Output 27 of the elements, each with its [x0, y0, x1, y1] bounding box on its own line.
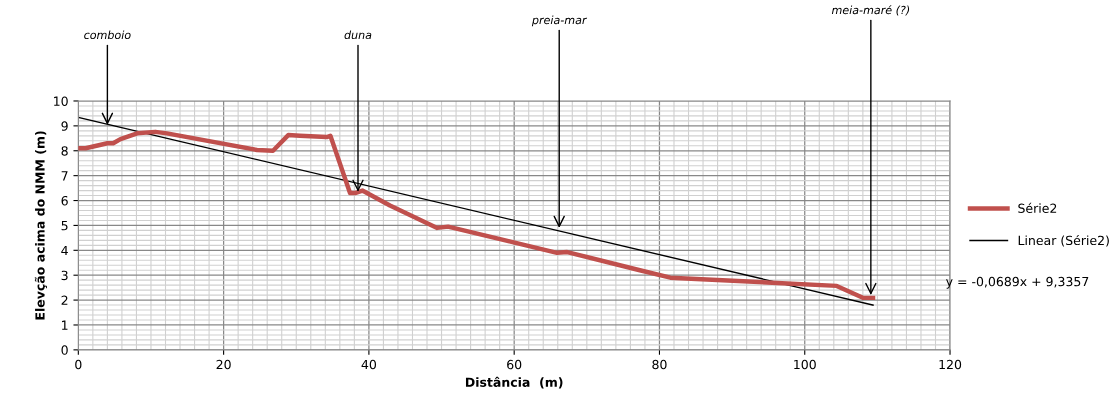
y-tick-label: 1	[62, 320, 68, 330]
annotation: comboio	[84, 30, 131, 40]
y-axis-title: Elevção acima do NMM (m)	[34, 131, 47, 320]
y-tick-label: 6	[61, 196, 68, 206]
annotation: meia-maré (?)	[831, 5, 910, 16]
y-tick-label: 7	[61, 171, 68, 181]
y-tick-label: 2	[61, 295, 68, 305]
x-tick-label: 80	[652, 359, 667, 370]
x-tick-label: 60	[507, 359, 522, 370]
y-tick-label: 10	[54, 96, 68, 106]
x-tick-label: 0	[75, 359, 82, 370]
legend-label: Linear (Série2)	[1018, 234, 1109, 247]
y-tick-label: 8	[61, 146, 68, 156]
x-tick-label: 20	[216, 359, 231, 370]
annotation: y = -0,0689x + 9,3357	[946, 276, 1089, 289]
x-tick-label: 100	[794, 359, 816, 370]
y-tick-label: 5	[61, 221, 68, 231]
annotation: duna	[344, 30, 372, 40]
x-tick-label: 120	[939, 359, 962, 370]
y-tick-label: 0	[61, 345, 68, 355]
x-axis-title: Distância (m)	[465, 376, 563, 389]
x-tick-label: 40	[361, 359, 377, 370]
y-tick-label: 9	[61, 121, 68, 131]
y-tick-label: 4	[61, 245, 68, 256]
legend-label: Série2	[1018, 202, 1057, 213]
y-tick-label: 3	[61, 270, 68, 281]
annotation: preia-mar	[531, 15, 588, 27]
